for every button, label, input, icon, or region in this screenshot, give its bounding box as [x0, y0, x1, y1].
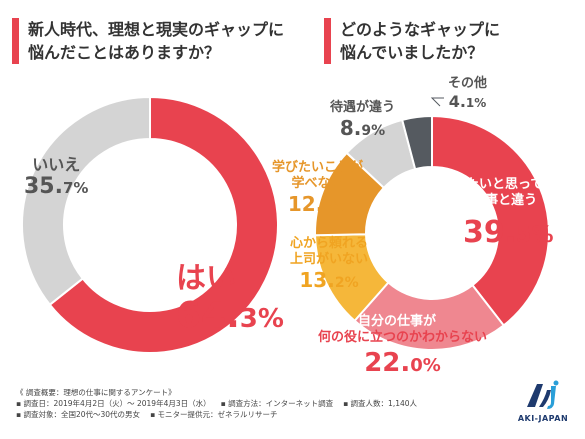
label-joshi-value: 13.2%: [290, 268, 368, 295]
label-taiguu-unit: 9%: [361, 123, 386, 139]
left-chart-title: 新人時代、理想と現実のギャップに 悩んだことはありますか？: [12, 18, 284, 64]
survey-footer: 《 調査概要：理想の仕事に関するアンケート》 ▪ 調査日：2019年4月2日（火…: [16, 387, 427, 420]
right-title-line-1: どのようなギャップに: [340, 20, 501, 39]
label-jibun-line1: 自分の仕事が: [358, 314, 437, 329]
label-yaritai-line2: 仕事と違う: [472, 193, 538, 208]
slice-hai: [48, 95, 279, 354]
logo-brand: AKI-JAPAN: [517, 414, 569, 423]
label-jibun-num: 22.: [364, 348, 411, 378]
label-jibun-unit: 0%: [410, 355, 441, 376]
label-iie-num: 35.: [24, 174, 63, 199]
label-hai-text: はい: [176, 261, 236, 296]
label-manabi-unit: 3%: [323, 199, 348, 215]
label-jibun: 自分の仕事が: [358, 314, 436, 330]
slice-yaritai: [431, 114, 550, 327]
footer-row-2: ▪ 調査対象：全国20代～30代の男女 ▪ モニター提供元：ゼネラルリサーチ: [16, 409, 427, 420]
label-manabi-line1: 学びたいことが: [272, 160, 364, 175]
label-manabi: 学びたいことが 学べない 12.3%: [272, 160, 363, 219]
aki-japan-logo-icon: [527, 380, 559, 409]
left-title-line-1: 新人時代、理想と現実のギャップに: [28, 20, 285, 39]
label-yaritai-num: 39.: [463, 215, 517, 250]
label-hai-value: 64.3%: [176, 296, 284, 339]
label-joshi-unit: 2%: [334, 275, 359, 291]
label-joshi-line1: 心から頼れる: [290, 236, 369, 251]
footer-provider: ▪ モニター提供元：ゼネラルリサーチ: [150, 410, 278, 419]
label-joshi-num: 13.: [299, 268, 335, 292]
label-manabi-line2: 学べない: [291, 176, 344, 191]
label-yaritai-value: 39.5%: [463, 216, 554, 253]
footer-heading: 《 調査概要：理想の仕事に関するアンケート》: [16, 388, 176, 397]
aki-japan-logo: AKI-JAPAN: [513, 380, 573, 423]
label-jibun-sub: 何の役に立つのかわからない 22.0%: [318, 330, 487, 381]
label-jibun-value: 22.0%: [318, 348, 487, 381]
label-hai-unit: 3%: [239, 304, 284, 334]
label-taiguu: 待遇が違う 8.9%: [330, 100, 395, 143]
right-chart-title: どのようなギャップに 悩んでいましたか？: [324, 18, 500, 64]
leader-line-sonota: [430, 97, 444, 107]
label-hai-num: 64.: [176, 295, 240, 336]
label-sonota: その他 4.1%: [448, 76, 487, 113]
footer-row-1: ▪ 調査日：2019年4月2日（火）～ 2019年4月3日（水） ▪ 調査方法：イ…: [16, 398, 427, 409]
right-title-line-2: 悩んでいましたか？: [340, 43, 484, 62]
footer-target: ▪ 調査対象：全国20代～30代の男女: [16, 410, 141, 419]
label-iie-text: いいえ: [32, 155, 81, 174]
label-taiguu-num: 8.: [339, 116, 362, 140]
label-yaritai-unit: 5%: [516, 223, 554, 248]
label-joshi-line2: 上司がいない: [290, 252, 369, 267]
label-joshi: 心から頼れる 上司がいない 13.2%: [290, 236, 368, 295]
label-yaritai-line1: やりたいと思っていた: [440, 177, 570, 192]
label-sonota-num: 4.: [448, 92, 466, 111]
label-yaritai: やりたいと思っていた 仕事と違う: [440, 177, 569, 209]
slice-sonota: [400, 114, 433, 171]
label-sonota-line1: その他: [448, 76, 488, 91]
label-iie-value: 35.7%: [24, 175, 88, 200]
label-manabi-value: 12.3%: [272, 192, 363, 219]
label-iie-unit: 7%: [62, 179, 89, 197]
label-manabi-num: 12.: [287, 192, 324, 216]
label-sonota-unit: 1%: [465, 96, 487, 110]
label-taiguu-line1: 待遇が違う: [330, 100, 396, 115]
footer-count: ▪ 調査人数：1,140人: [343, 399, 418, 408]
slice-iie: [21, 95, 151, 307]
label-sonota-value: 4.1%: [448, 92, 487, 113]
label-hai: はい 64.3%: [176, 262, 284, 339]
label-jibun-line2: 何の役に立つのかわからない: [318, 330, 488, 345]
label-taiguu-value: 8.9%: [330, 116, 395, 143]
footer-period: ▪ 調査日：2019年4月2日（火）～ 2019年4月3日（水）: [16, 399, 211, 408]
label-iie: いいえ 35.7%: [24, 155, 88, 200]
left-title-line-2: 悩んだことはありますか？: [28, 43, 221, 62]
footer-method: ▪ 調査方法：インターネット調査: [220, 399, 334, 408]
